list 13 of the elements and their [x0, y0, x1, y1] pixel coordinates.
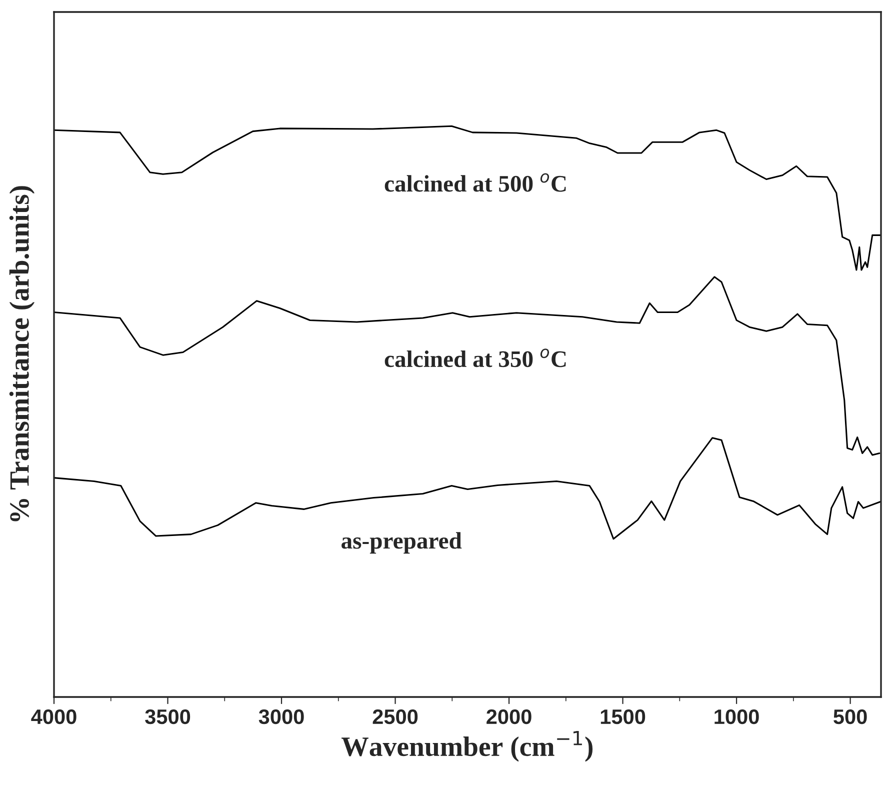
x-tick-label: 1000 — [714, 709, 759, 724]
x-tick-label: 1500 — [600, 709, 646, 724]
x-tick-label: 3000 — [258, 709, 304, 724]
annotation: as-prepared — [342, 532, 462, 554]
x-axis-title: Wavenumber (cm$^{−1}$) — [342, 731, 593, 762]
x-tick-label: 4000 — [31, 709, 76, 724]
annotation: calcined at 350 $^{o}$C — [384, 348, 566, 368]
x-tick-label: 3500 — [145, 709, 190, 724]
x-tick-label: 2500 — [372, 709, 418, 724]
x-tick-label: 500 — [834, 709, 867, 724]
annotation: calcined at 500 $^{o}$C — [384, 173, 566, 192]
y-axis-title: % Transmittance (arb.units) — [9, 186, 35, 522]
x-tick-label: 2000 — [486, 709, 532, 724]
